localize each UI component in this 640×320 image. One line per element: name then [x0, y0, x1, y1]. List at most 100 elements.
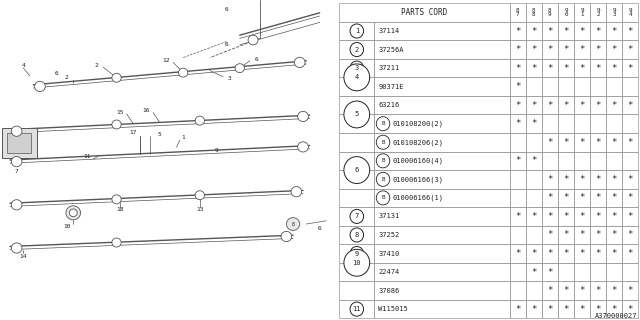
Text: *: *	[515, 27, 520, 36]
Bar	[374, 263, 509, 281]
Text: *: *	[579, 138, 585, 147]
Bar	[590, 300, 606, 318]
Text: *: *	[612, 193, 617, 202]
Text: *: *	[531, 212, 536, 221]
Bar	[606, 133, 622, 152]
Text: 1: 1	[181, 135, 185, 140]
Bar	[509, 281, 525, 300]
Bar	[558, 152, 574, 170]
Text: *: *	[595, 249, 601, 258]
Bar	[574, 40, 590, 59]
Text: *: *	[515, 249, 520, 258]
Bar	[558, 22, 574, 40]
Text: *: *	[547, 305, 552, 314]
Bar	[558, 40, 574, 59]
Bar	[606, 226, 622, 244]
Text: *: *	[515, 101, 520, 110]
Text: B: B	[381, 121, 385, 126]
Text: 6: 6	[255, 57, 259, 62]
Bar	[606, 300, 622, 318]
Bar	[509, 226, 525, 244]
Bar	[590, 263, 606, 281]
Text: 6: 6	[318, 226, 321, 231]
Bar	[558, 300, 574, 318]
Bar	[541, 59, 558, 77]
Circle shape	[350, 61, 364, 75]
Bar	[558, 133, 574, 152]
Bar	[590, 77, 606, 96]
Text: *: *	[547, 175, 552, 184]
Bar	[574, 3, 590, 22]
FancyBboxPatch shape	[2, 128, 36, 158]
Bar	[509, 152, 525, 170]
Bar	[525, 263, 541, 281]
Circle shape	[350, 228, 364, 242]
Text: *: *	[628, 45, 633, 54]
Bar	[339, 96, 374, 115]
Bar	[558, 263, 574, 281]
Text: *: *	[579, 64, 585, 73]
Bar	[590, 152, 606, 170]
Bar	[574, 170, 590, 188]
Bar	[606, 96, 622, 115]
Circle shape	[66, 206, 81, 220]
Bar	[606, 77, 622, 96]
Text: *: *	[595, 101, 601, 110]
Text: *: *	[628, 193, 633, 202]
Text: *: *	[515, 119, 520, 128]
Text: *: *	[563, 64, 568, 73]
Text: *: *	[595, 230, 601, 239]
Text: *: *	[612, 45, 617, 54]
Bar	[374, 152, 509, 170]
Bar	[574, 59, 590, 77]
Bar	[558, 77, 574, 96]
Text: 22474: 22474	[378, 269, 399, 275]
Bar	[509, 133, 525, 152]
Text: *: *	[612, 286, 617, 295]
Bar	[590, 188, 606, 207]
Text: *: *	[579, 175, 585, 184]
Bar	[622, 170, 639, 188]
Text: *: *	[531, 305, 536, 314]
Bar	[606, 40, 622, 59]
Text: 010006160(4): 010006160(4)	[392, 157, 444, 164]
Text: 12: 12	[163, 58, 170, 63]
Bar	[574, 77, 590, 96]
Bar	[606, 207, 622, 226]
Bar	[374, 281, 509, 300]
Circle shape	[195, 191, 204, 200]
Text: 37211: 37211	[378, 65, 399, 71]
Text: *: *	[563, 230, 568, 239]
Bar	[558, 3, 574, 22]
Text: *: *	[612, 212, 617, 221]
Text: *: *	[579, 305, 585, 314]
Bar	[374, 170, 509, 188]
Bar	[574, 133, 590, 152]
Text: *: *	[628, 249, 633, 258]
Bar	[606, 244, 622, 263]
Text: 6: 6	[225, 42, 228, 47]
Circle shape	[376, 172, 390, 186]
Bar	[525, 207, 541, 226]
Bar	[590, 96, 606, 115]
Text: *: *	[531, 268, 536, 276]
Text: *: *	[547, 230, 552, 239]
Bar	[590, 115, 606, 133]
Bar	[339, 281, 374, 300]
Text: 13: 13	[196, 207, 204, 212]
Text: 37252: 37252	[378, 232, 399, 238]
Text: *: *	[563, 138, 568, 147]
Text: *: *	[628, 175, 633, 184]
Text: A370000027: A370000027	[595, 313, 637, 319]
Bar	[574, 300, 590, 318]
Text: *: *	[612, 27, 617, 36]
Text: *: *	[595, 45, 601, 54]
Text: 17: 17	[129, 130, 137, 135]
Text: *: *	[547, 249, 552, 258]
Circle shape	[376, 154, 390, 168]
Bar	[509, 22, 525, 40]
Text: 7: 7	[355, 213, 359, 220]
Bar	[574, 263, 590, 281]
Bar	[509, 263, 525, 281]
Text: *: *	[547, 27, 552, 36]
